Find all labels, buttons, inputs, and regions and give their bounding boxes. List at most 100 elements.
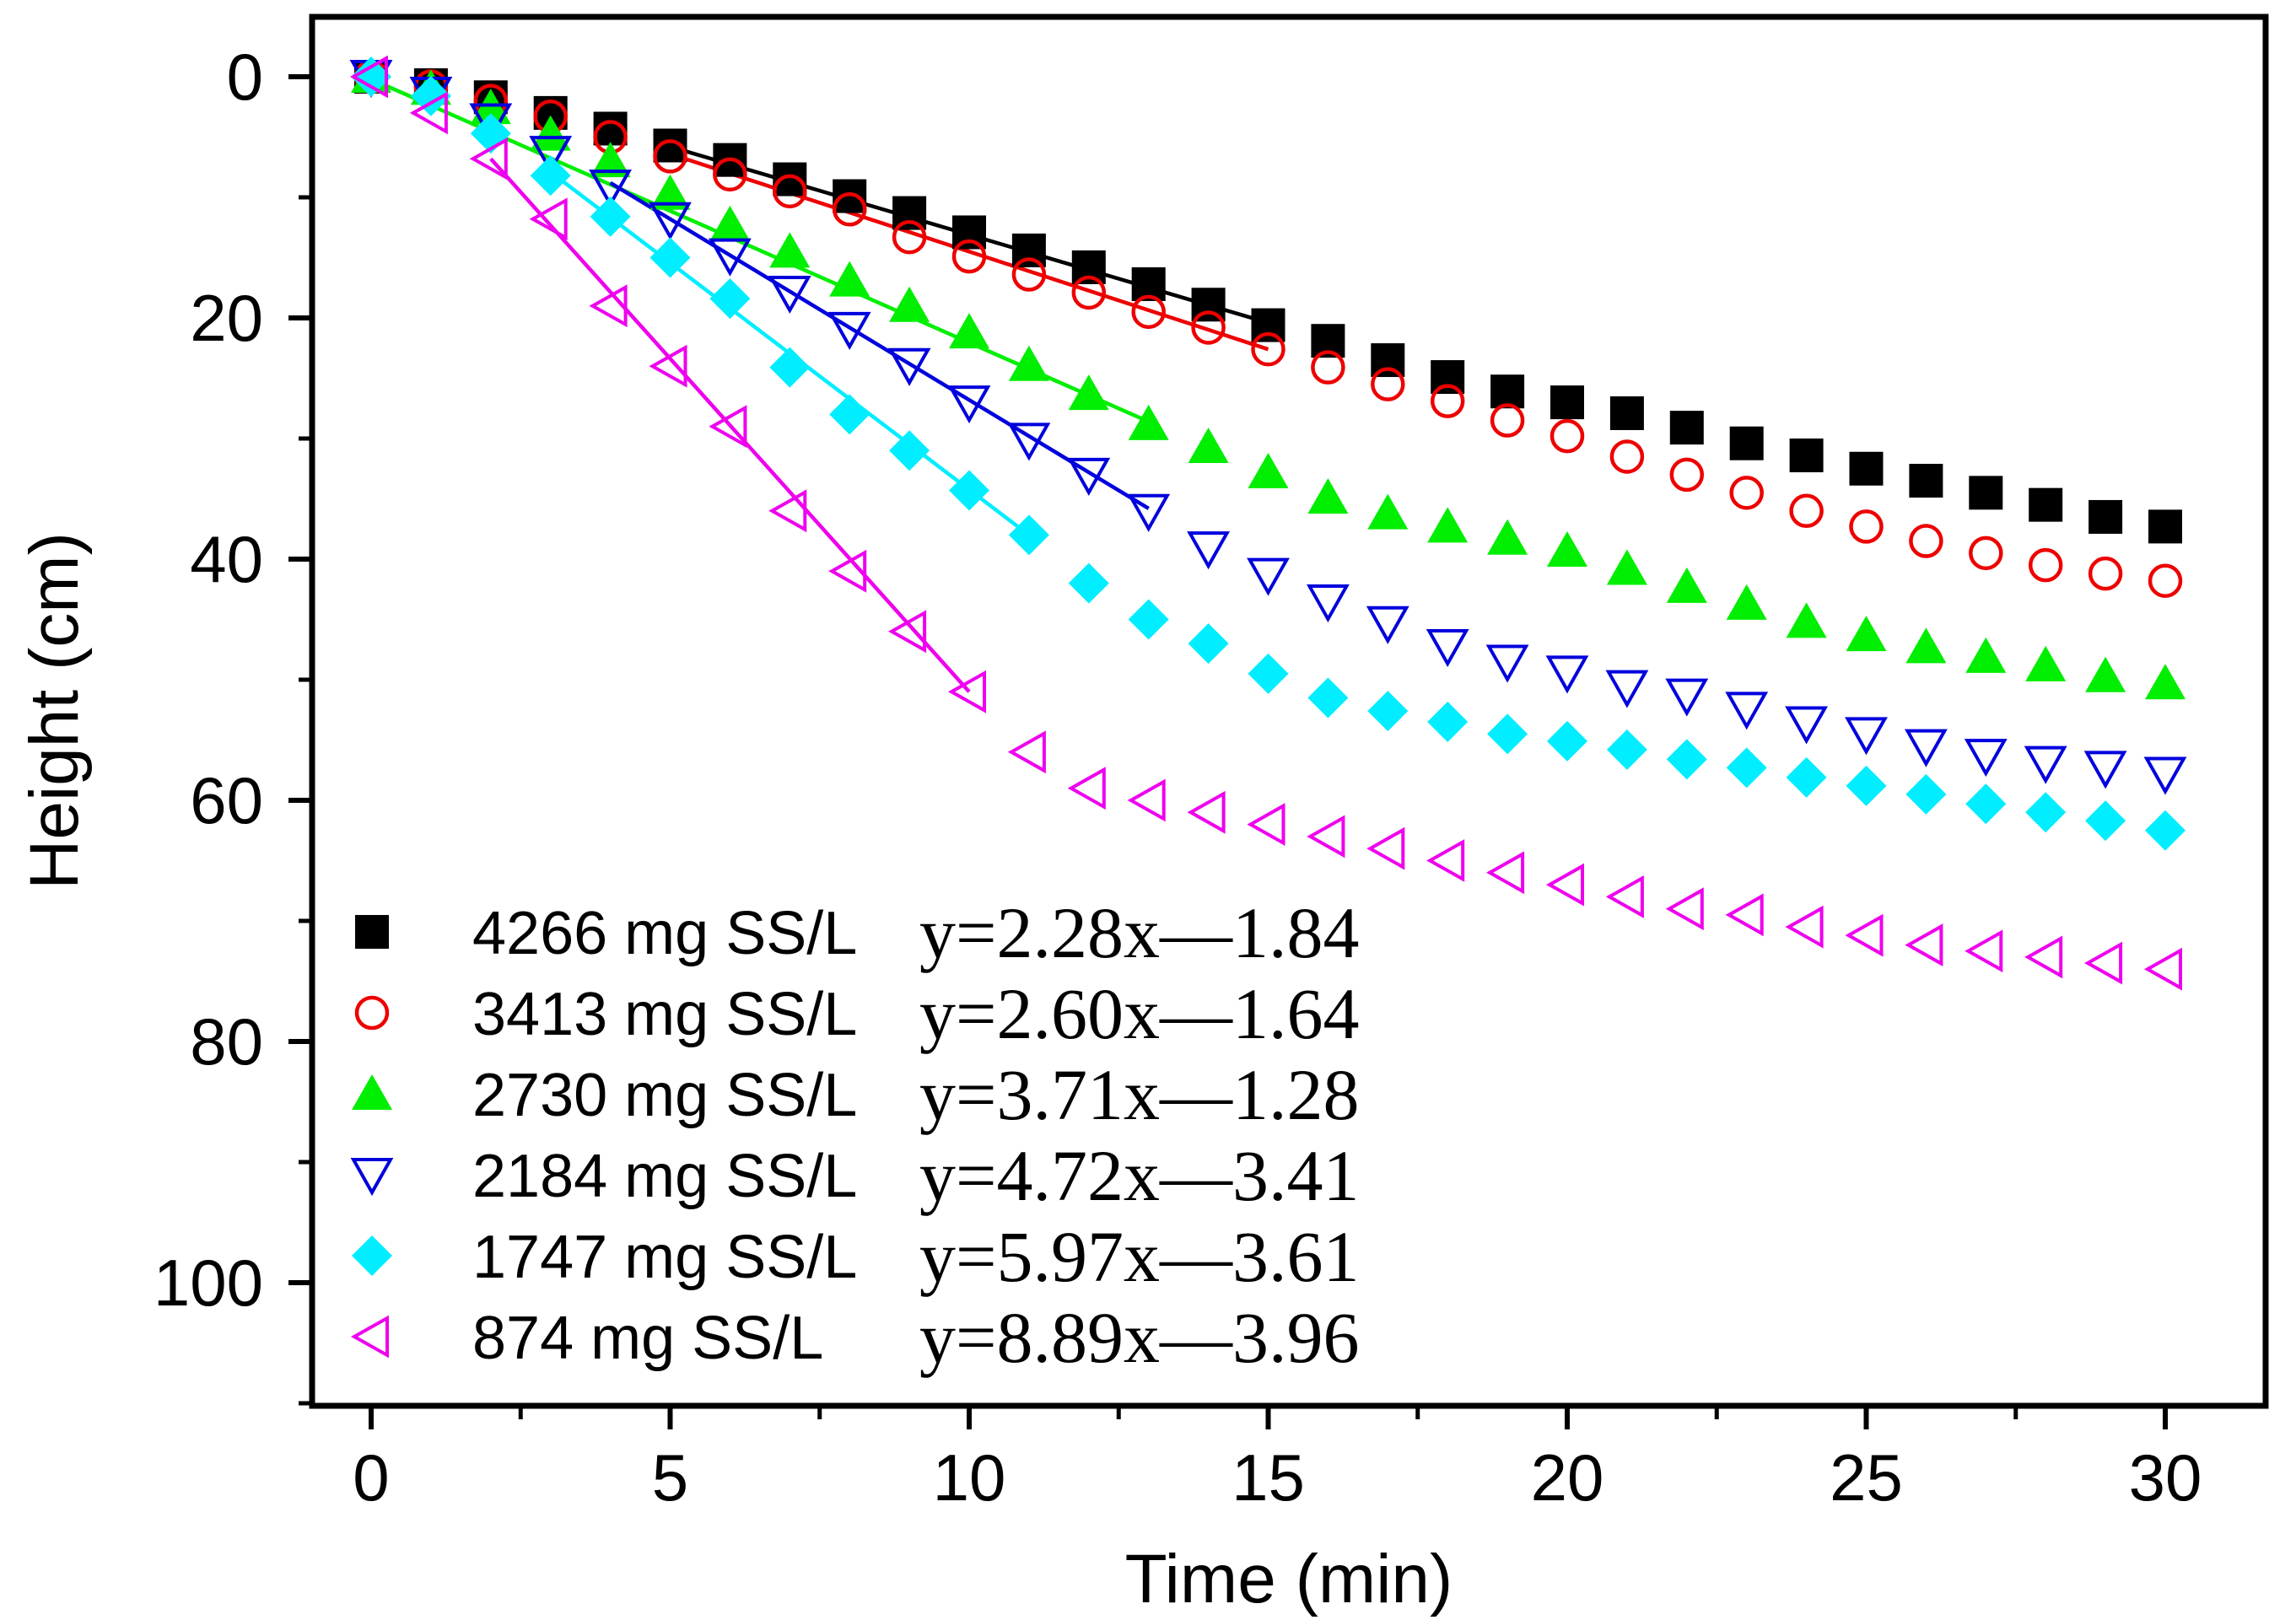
data-point <box>2085 656 2126 692</box>
data-point <box>1665 887 1704 931</box>
data-point <box>1789 439 1824 473</box>
data-point <box>530 115 571 151</box>
data-point <box>827 311 871 350</box>
data-point <box>2024 935 2063 979</box>
data-point <box>709 278 751 320</box>
x-tick-label: 0 <box>353 1440 389 1515</box>
legend-marker <box>352 1235 392 1276</box>
data-point <box>1071 275 1107 310</box>
data-point <box>1187 531 1231 570</box>
data-point <box>529 197 568 241</box>
data-point <box>1427 507 1469 543</box>
data-point <box>1487 713 1528 755</box>
data-point <box>2145 810 2186 851</box>
y-axis-title: Height (cm) <box>16 532 93 890</box>
data-point <box>1306 584 1350 623</box>
data-point <box>1127 493 1171 532</box>
data-point <box>1485 644 1529 683</box>
legend-entry-2184-mg-ss-l: 2184 mg SS/L y=4.72x—3.41 <box>350 1135 1360 1216</box>
data-point <box>1605 670 1649 708</box>
data-point <box>1605 875 1644 918</box>
data-point <box>892 196 927 230</box>
data-point <box>1726 584 1767 620</box>
data-point <box>1909 524 1943 558</box>
data-point <box>2083 751 2127 789</box>
data-point <box>1845 913 1884 957</box>
data-point <box>1965 929 2003 973</box>
data-point <box>709 405 747 449</box>
data-point <box>828 549 867 593</box>
data-point <box>649 174 691 210</box>
x-tick-label: 20 <box>1531 1440 1604 1515</box>
data-point <box>833 179 867 213</box>
data-point <box>949 470 989 511</box>
data-point <box>1067 767 1106 810</box>
data-point <box>349 55 388 99</box>
data-point <box>947 385 991 424</box>
data-point <box>1427 702 1469 743</box>
data-point <box>469 137 508 180</box>
data-point <box>469 103 513 142</box>
data-point <box>951 239 987 274</box>
legend-entry-2730-mg-ss-l: 2730 mg SS/L y=3.71x—1.28 <box>352 1054 1360 1135</box>
data-point <box>1965 783 2007 825</box>
data-point <box>1786 756 1827 798</box>
data-point <box>2143 756 2187 795</box>
data-point <box>2143 947 2182 991</box>
data-point <box>1669 457 1705 492</box>
data-point <box>1609 396 1644 430</box>
data-point <box>769 347 811 388</box>
data-point <box>2025 792 2067 833</box>
data-point <box>887 347 931 386</box>
legend-equation: y=8.89x—3.96 <box>919 1297 1360 1378</box>
data-point <box>2148 563 2183 598</box>
data-point <box>832 192 867 227</box>
legend-marker <box>352 1074 392 1110</box>
data-point <box>1905 923 1943 967</box>
data-point <box>1904 729 1948 767</box>
data-point <box>1726 747 1767 788</box>
data-point <box>1251 331 1285 367</box>
legend-equation: y=3.71x—1.28 <box>919 1054 1360 1135</box>
data-point <box>1247 557 1290 596</box>
x-tick-label: 25 <box>1830 1440 1903 1515</box>
data-point <box>1188 623 1229 665</box>
data-point <box>2145 664 2186 700</box>
data-point <box>1547 530 1587 567</box>
x-axis-title: Time (min) <box>1125 1541 1453 1617</box>
data-point <box>1545 655 1589 694</box>
data-markers <box>349 55 2187 991</box>
data-point <box>1666 739 1707 780</box>
data-point <box>1789 493 1824 529</box>
data-point <box>1969 536 2003 571</box>
data-point <box>653 139 687 174</box>
legend-entry-3413-mg-ss-l: 3413 mg SS/L y=2.60x—1.64 <box>354 973 1360 1054</box>
data-point <box>590 142 631 178</box>
data-point <box>1909 464 1943 498</box>
data-point <box>768 275 811 315</box>
data-point <box>1187 790 1226 834</box>
legend-label: 4266 mg SS/L <box>472 900 857 967</box>
data-point <box>1191 310 1226 345</box>
data-point <box>949 313 989 349</box>
x-tick-label: 30 <box>2129 1440 2202 1515</box>
data-point <box>709 205 751 241</box>
data-point <box>768 489 807 533</box>
data-point <box>829 261 870 297</box>
data-point <box>1905 627 1947 664</box>
data-point <box>2088 499 2123 534</box>
legend-entry-874-mg-ss-l: 874 mg SS/L y=8.89x—3.96 <box>350 1297 1360 1378</box>
data-point <box>1128 599 1169 640</box>
fit-line-874-mg-ss-l <box>489 157 971 693</box>
data-point <box>1665 678 1709 717</box>
y-tick-label: 80 <box>190 1004 263 1079</box>
data-point <box>708 238 752 277</box>
legend-entry-4266-mg-ss-l: 4266 mg SS/L y=2.28x—1.84 <box>355 892 1360 973</box>
data-point <box>1849 451 1884 486</box>
data-point <box>1007 730 1046 774</box>
y-tick-label: 100 <box>154 1246 263 1320</box>
legend: 4266 mg SS/L y=2.28x—1.84 3413 mg SS/L y=2.… <box>350 892 1360 1378</box>
data-point <box>1068 374 1109 411</box>
data-point <box>1067 457 1111 496</box>
data-point <box>713 157 747 192</box>
